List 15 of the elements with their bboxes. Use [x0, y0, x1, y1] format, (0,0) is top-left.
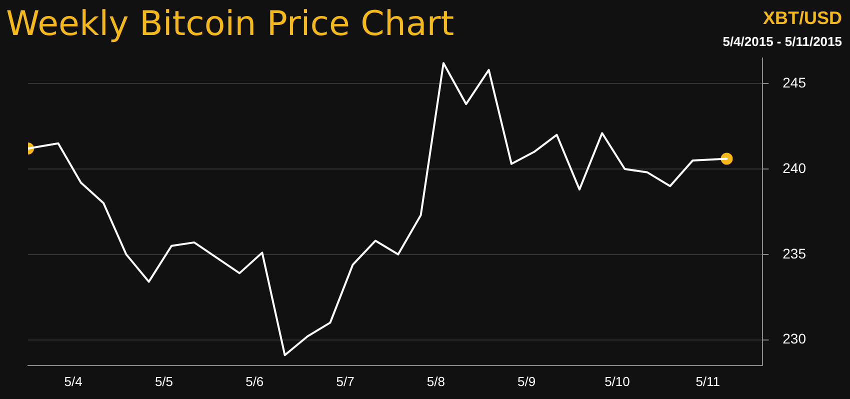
x-tick-label: 5/10 [604, 374, 630, 389]
x-tick-label: 5/8 [426, 374, 445, 389]
x-tick-label: 5/11 [696, 374, 720, 389]
x-tick-label: 5/7 [336, 374, 354, 389]
text: 5/4/2015 - 5/11/2015 [722, 34, 842, 49]
x-tick-label: 5/6 [246, 374, 264, 389]
y-tick-label: 240 [782, 160, 806, 176]
chart-title: Weekly Bitcoin Price Chart [6, 4, 454, 44]
x-tick-label: 5/5 [154, 374, 174, 389]
y-tick-label: 245 [782, 74, 806, 90]
y-tick-label: 235 [782, 245, 806, 262]
y-tick-label: 230 [782, 330, 806, 347]
x-tick-label: 5/9 [518, 374, 536, 389]
x-tick-label: 5/4 [64, 374, 82, 389]
text: XBT/USD [762, 8, 842, 29]
